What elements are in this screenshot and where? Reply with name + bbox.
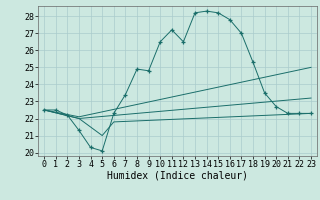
X-axis label: Humidex (Indice chaleur): Humidex (Indice chaleur) — [107, 171, 248, 181]
